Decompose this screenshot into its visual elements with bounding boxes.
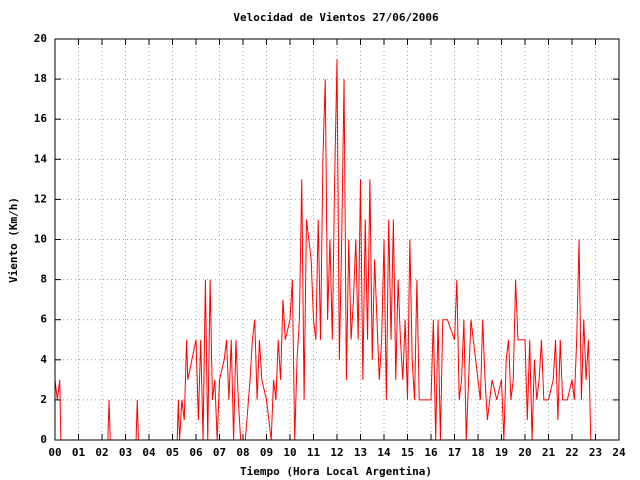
x-axis-label: Tiempo (Hora Local Argentina) bbox=[240, 465, 432, 478]
x-tick-label: 10 bbox=[283, 446, 296, 459]
x-tick-label: 18 bbox=[471, 446, 484, 459]
chart-title: Velocidad de Vientos 27/06/2006 bbox=[233, 11, 439, 24]
x-tick-label: 00 bbox=[48, 446, 61, 459]
x-tick-label: 20 bbox=[518, 446, 531, 459]
x-tick-label: 01 bbox=[72, 446, 86, 459]
x-tick-label: 16 bbox=[424, 446, 438, 459]
x-tick-label: 04 bbox=[142, 446, 156, 459]
x-tick-label: 12 bbox=[330, 446, 343, 459]
y-tick-label: 16 bbox=[34, 112, 48, 125]
data-line bbox=[54, 59, 592, 441]
x-tick-label: 22 bbox=[565, 446, 578, 459]
x-tick-label: 21 bbox=[542, 446, 556, 459]
x-tick-label: 08 bbox=[236, 446, 249, 459]
x-tick-label: 19 bbox=[495, 446, 508, 459]
x-tick-label: 13 bbox=[354, 446, 367, 459]
y-tick-label: 6 bbox=[40, 313, 47, 326]
x-tick-label: 09 bbox=[260, 446, 273, 459]
x-tick-label: 05 bbox=[166, 446, 179, 459]
x-tick-label: 24 bbox=[612, 446, 626, 459]
x-tick-label: 11 bbox=[307, 446, 321, 459]
x-tick-label: 15 bbox=[401, 446, 414, 459]
y-tick-label: 0 bbox=[40, 433, 47, 446]
y-tick-label: 4 bbox=[40, 353, 47, 366]
x-tick-label: 03 bbox=[119, 446, 132, 459]
x-tick-label: 02 bbox=[95, 446, 108, 459]
y-axis-label: Viento (Km/h) bbox=[7, 197, 20, 283]
y-tick-label: 12 bbox=[34, 192, 47, 205]
x-tick-label: 06 bbox=[189, 446, 203, 459]
x-tick-label: 23 bbox=[589, 446, 602, 459]
y-tick-label: 10 bbox=[34, 233, 47, 246]
y-tick-label: 20 bbox=[34, 32, 47, 45]
y-tick-label: 14 bbox=[34, 152, 48, 165]
x-tick-label: 14 bbox=[377, 446, 391, 459]
y-tick-label: 18 bbox=[34, 72, 47, 85]
x-tick-label: 17 bbox=[448, 446, 461, 459]
y-tick-label: 8 bbox=[40, 273, 47, 286]
plot-frame bbox=[54, 38, 620, 441]
x-tick-label: 07 bbox=[213, 446, 226, 459]
y-tick-label: 2 bbox=[40, 393, 47, 406]
